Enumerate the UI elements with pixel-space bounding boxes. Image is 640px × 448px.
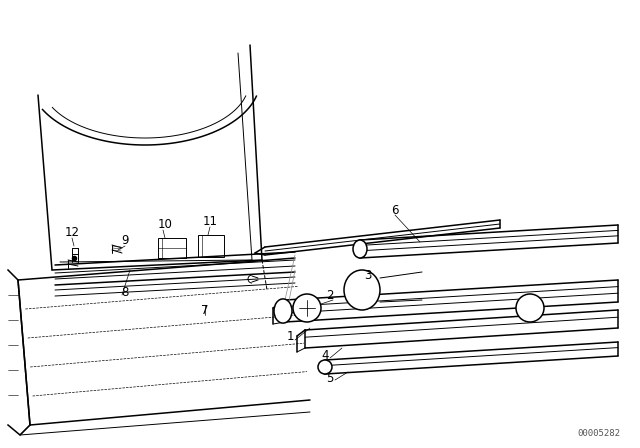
Bar (158, 238, 186, 258)
Text: 3: 3 (364, 268, 372, 281)
Ellipse shape (516, 294, 544, 322)
Ellipse shape (274, 299, 292, 323)
Text: 5: 5 (326, 371, 333, 384)
Ellipse shape (318, 360, 332, 374)
Text: 11: 11 (202, 215, 218, 228)
Text: 1: 1 (286, 329, 294, 343)
Text: 2: 2 (326, 289, 333, 302)
Ellipse shape (353, 240, 367, 258)
Ellipse shape (293, 294, 321, 322)
Text: 6: 6 (391, 203, 399, 216)
Text: 7: 7 (201, 303, 209, 316)
Text: 9: 9 (121, 233, 129, 246)
Ellipse shape (344, 270, 380, 310)
Text: 8: 8 (122, 285, 129, 298)
Text: 12: 12 (65, 225, 79, 238)
Bar (198, 235, 224, 257)
Text: 4: 4 (321, 349, 329, 362)
Text: 00005282: 00005282 (577, 429, 620, 438)
Text: 10: 10 (157, 217, 172, 231)
